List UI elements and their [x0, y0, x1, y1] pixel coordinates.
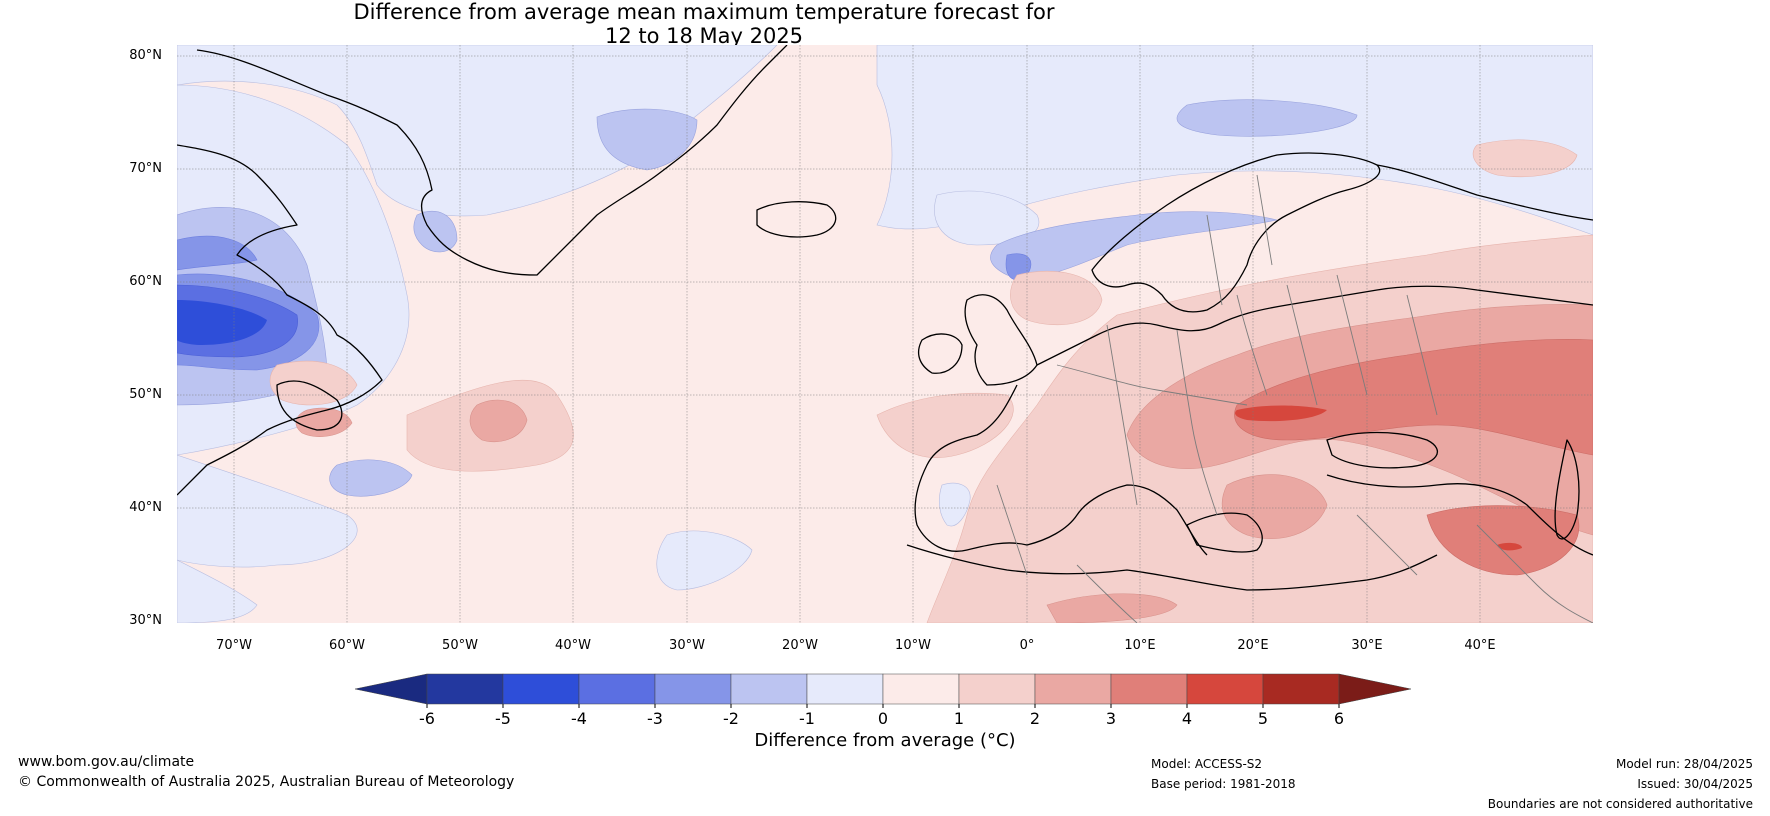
- colorbar-segment: [1262, 673, 1340, 705]
- colorbar-tick-label: -4: [571, 709, 587, 728]
- model-name: Model: ACCESS-S2: [1151, 757, 1263, 771]
- colorbar-tick-label: 0: [878, 709, 888, 728]
- base-period: Base period: 1981-2018: [1151, 777, 1296, 791]
- colorbar-segment: [502, 673, 580, 705]
- colorbar-segment: [958, 673, 1036, 705]
- graticule: [177, 45, 1593, 623]
- copyright-notice: © Commonwealth of Australia 2025, Austra…: [18, 774, 515, 790]
- colorbar-tick-label: -5: [495, 709, 511, 728]
- colorbar-tick-label: -6: [419, 709, 435, 728]
- lon-label-70w: 70°W: [216, 638, 252, 653]
- website-url: www.bom.gov.au/climate: [18, 754, 195, 770]
- lat-label-60n: 60°N: [129, 274, 162, 289]
- colorbar-segment: [654, 673, 732, 705]
- colorbar-tick-label: -1: [799, 709, 815, 728]
- colorbar-segment: [806, 673, 884, 705]
- colorbar-segment: [1034, 673, 1112, 705]
- lon-label-10e: 10°E: [1124, 638, 1156, 653]
- colorbar-segment: [882, 673, 960, 705]
- lon-label-20e: 20°E: [1237, 638, 1269, 653]
- issued-date: Issued: 30/04/2025: [1637, 777, 1753, 791]
- colorbar-title: Difference from average (°C): [754, 730, 1016, 751]
- colorbar-under-arrow: [354, 673, 428, 705]
- colorbar-tick-label: 3: [1106, 709, 1116, 728]
- lon-label-30e: 30°E: [1351, 638, 1383, 653]
- lon-label-50w: 50°W: [442, 638, 478, 653]
- lat-label-70n: 70°N: [129, 161, 162, 176]
- model-run-date: Model run: 28/04/2025: [1615, 757, 1753, 771]
- lat-label-50n: 50°N: [129, 387, 162, 402]
- map-title: Difference from average mean maximum tem…: [0, 0, 1408, 48]
- forecast-map: [177, 45, 1593, 623]
- lon-label-10w: 10°W: [895, 638, 931, 653]
- colorbar-tick-label: 5: [1258, 709, 1268, 728]
- colorbar-segment: [1110, 673, 1188, 705]
- coastlines: [177, 45, 1593, 591]
- colorbar-tick-label: -3: [647, 709, 663, 728]
- colorbar-segment: [1186, 673, 1264, 705]
- lat-label-40n: 40°N: [129, 500, 162, 515]
- anomaly-hot: [1234, 339, 1593, 576]
- colorbar-tick-label: 1: [954, 709, 964, 728]
- lon-label-20w: 20°W: [782, 638, 818, 653]
- colorbar-segment: [578, 673, 656, 705]
- colorbar-tick-label: 2: [1030, 709, 1040, 728]
- colorbar: -6 -5 -4 -3 -2 -1 0 1 2 3 4 5 6: [354, 673, 1412, 728]
- colorbar-segment: [730, 673, 808, 705]
- anomaly-very-hot: [1235, 405, 1522, 551]
- map-svg: [177, 45, 1593, 623]
- lon-label-0: 0°: [1019, 638, 1035, 653]
- colorbar-over-arrow: [1338, 673, 1412, 705]
- colorbar-tick-label: -2: [723, 709, 739, 728]
- boundary-disclaimer: Boundaries are not considered authoritat…: [1487, 797, 1753, 811]
- colorbar-tick-label: 4: [1182, 709, 1192, 728]
- lon-label-40w: 40°W: [555, 638, 591, 653]
- lon-label-60w: 60°W: [329, 638, 365, 653]
- country-borders: [996, 174, 1593, 623]
- lat-label-30n: 30°N: [129, 613, 162, 628]
- colorbar-tick-label: 6: [1334, 709, 1344, 728]
- lon-label-30w: 30°W: [669, 638, 705, 653]
- title-line-1: Difference from average mean maximum tem…: [353, 0, 1055, 24]
- lat-label-80n: 80°N: [129, 48, 162, 63]
- colorbar-segment: [426, 673, 504, 705]
- lon-label-40e: 40°E: [1464, 638, 1496, 653]
- title-line-2: 12 to 18 May 2025: [604, 24, 804, 48]
- anomaly-very-cold: [177, 300, 267, 345]
